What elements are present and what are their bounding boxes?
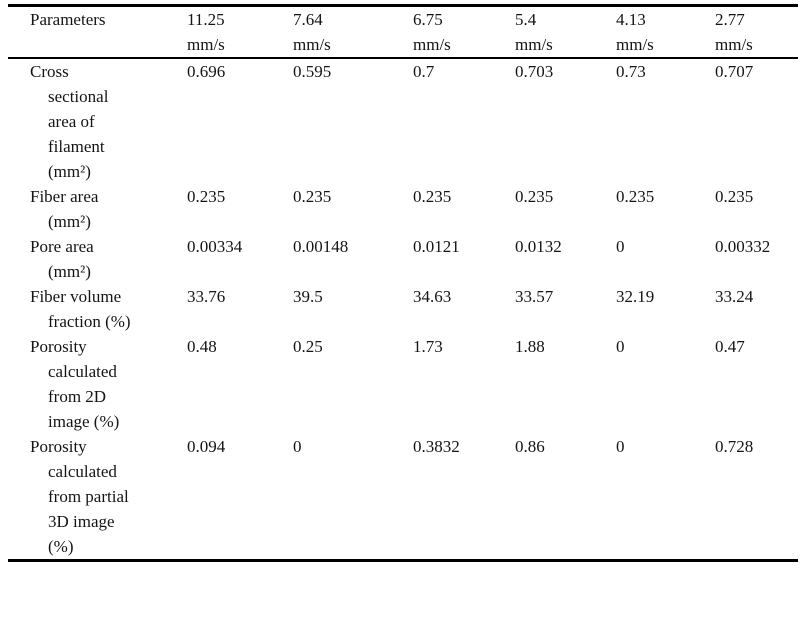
- cell-value: 0.25: [293, 337, 323, 356]
- cell-value: 0.0121: [413, 237, 460, 256]
- cell-value: 0.235: [715, 187, 754, 206]
- cell-value: 0.707: [715, 62, 754, 81]
- parameter-line: from 2D: [48, 387, 107, 406]
- row-parameter: Fiber volume fraction (%): [8, 284, 187, 334]
- cell-value: 0.235: [293, 187, 332, 206]
- parameter-line: Pore area: [30, 237, 94, 256]
- header-parameters-label: Parameters: [30, 10, 106, 29]
- cell-value: 0.696: [187, 62, 226, 81]
- row-parameter: Pore area (mm²): [8, 234, 187, 284]
- speed-unit: mm/s: [715, 35, 753, 54]
- header-parameters: Parameters: [8, 5, 187, 59]
- parameter-line: Cross: [30, 62, 69, 81]
- row-parameter: Porosity calculated from partial 3D image (%…: [8, 434, 187, 561]
- header-speed-1: 11.25 mm/s: [187, 5, 293, 59]
- cell-value: 33.24: [715, 287, 754, 306]
- parameter-line: Porosity: [30, 437, 87, 456]
- table-row: Pore area (mm²) 0.00334 0.00148 0.0121 0.0132…: [8, 234, 798, 284]
- cell-value: 0: [616, 337, 625, 356]
- header-speed-2: 7.64 mm/s: [293, 5, 413, 59]
- header-speed-6: 2.77 mm/s: [715, 5, 798, 59]
- cell-value: 0.47: [715, 337, 745, 356]
- speed-value: 11.25: [187, 10, 225, 29]
- cell-value: 0.235: [413, 187, 452, 206]
- speed-value: 6.75: [413, 10, 443, 29]
- cell-value: 0.48: [187, 337, 217, 356]
- speed-value: 7.64: [293, 10, 323, 29]
- parameter-line: (mm²): [48, 262, 91, 281]
- parameter-line: Porosity: [30, 337, 87, 356]
- cell-value: 0.86: [515, 437, 545, 456]
- table-row: Cross sectional area of filament (mm²) 0.696 0…: [8, 58, 798, 184]
- cell-value: 0.595: [293, 62, 332, 81]
- cell-value: 0: [616, 237, 625, 256]
- parameter-line: from partial: [48, 487, 129, 506]
- table-row: Fiber volume fraction (%) 33.76 39.5 34.63 33…: [8, 284, 798, 334]
- row-parameter: Cross sectional area of filament (mm²): [8, 58, 187, 184]
- table-row: Porosity calculated from 2D image (%) 0.48 0.…: [8, 334, 798, 434]
- parameter-line: (%): [48, 537, 74, 556]
- header-row: Parameters 11.25 mm/s 7.64 mm/s 6.75 mm/…: [8, 5, 798, 59]
- parameter-line: fraction (%): [48, 312, 131, 331]
- parameter-line: image (%): [48, 412, 120, 431]
- cell-value: 1.73: [413, 337, 443, 356]
- speed-unit: mm/s: [515, 35, 553, 54]
- parameter-line: calculated: [48, 362, 117, 381]
- cell-value: 0: [616, 437, 625, 456]
- cell-value: 39.5: [293, 287, 323, 306]
- cell-value: 0.235: [616, 187, 655, 206]
- cell-value: 0.00148: [293, 237, 349, 256]
- speed-unit: mm/s: [293, 35, 331, 54]
- speed-value: 4.13: [616, 10, 646, 29]
- cell-value: 0.235: [187, 187, 226, 206]
- speed-unit: mm/s: [616, 35, 654, 54]
- parameter-line: Fiber volume: [30, 287, 122, 306]
- cell-value: 0.703: [515, 62, 554, 81]
- cell-value: 32.19: [616, 287, 655, 306]
- cell-value: 0.73: [616, 62, 646, 81]
- header-speed-5: 4.13 mm/s: [616, 5, 715, 59]
- row-parameter: Fiber area (mm²): [8, 184, 187, 234]
- cell-value: 0.00334: [187, 237, 243, 256]
- header-speed-4: 5.4 mm/s: [515, 5, 616, 59]
- parameters-table: Parameters 11.25 mm/s 7.64 mm/s 6.75 mm/…: [8, 4, 798, 562]
- cell-value: 34.63: [413, 287, 452, 306]
- speed-unit: mm/s: [413, 35, 451, 54]
- cell-value: 0.3832: [413, 437, 460, 456]
- parameter-line: 3D image: [48, 512, 115, 531]
- table-body: Cross sectional area of filament (mm²) 0.696 0…: [8, 58, 798, 561]
- table-header: Parameters 11.25 mm/s 7.64 mm/s 6.75 mm/…: [8, 5, 798, 59]
- table-row: Fiber area (mm²) 0.235 0.235 0.235 0.235 0.235…: [8, 184, 798, 234]
- parameter-line: sectional: [48, 87, 109, 106]
- cell-value: 0.235: [515, 187, 554, 206]
- parameter-line: filament: [48, 137, 105, 156]
- cell-value: 0: [293, 437, 302, 456]
- parameter-line: area of: [48, 112, 95, 131]
- speed-value: 5.4: [515, 10, 537, 29]
- cell-value: 1.88: [515, 337, 545, 356]
- cell-value: 0.728: [715, 437, 754, 456]
- cell-value: 33.76: [187, 287, 226, 306]
- parameter-line: calculated: [48, 462, 117, 481]
- table-row: Porosity calculated from partial 3D image (%…: [8, 434, 798, 561]
- cell-value: 0.00332: [715, 237, 771, 256]
- parameter-line: Fiber area: [30, 187, 99, 206]
- speed-unit: mm/s: [187, 35, 225, 54]
- speed-value: 2.77: [715, 10, 745, 29]
- parameter-line: (mm²): [48, 212, 91, 231]
- cell-value: 0.094: [187, 437, 226, 456]
- row-parameter: Porosity calculated from 2D image (%): [8, 334, 187, 434]
- header-speed-3: 6.75 mm/s: [413, 5, 515, 59]
- cell-value: 0.0132: [515, 237, 562, 256]
- parameter-line: (mm²): [48, 162, 91, 181]
- cell-value: 33.57: [515, 287, 554, 306]
- cell-value: 0.7: [413, 62, 435, 81]
